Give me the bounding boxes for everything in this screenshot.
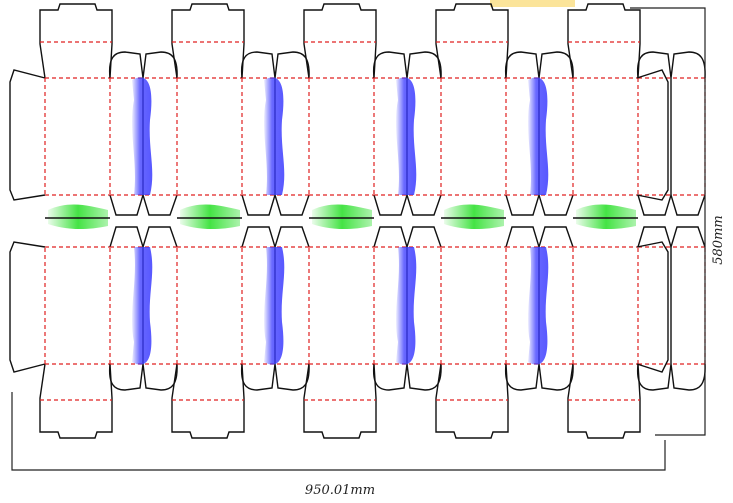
bottom-flap	[505, 226, 574, 250]
side-flap	[9, 69, 46, 201]
top-row	[9, 3, 706, 230]
dust-flap	[108, 51, 178, 79]
glue-strip	[576, 204, 636, 230]
dust-flap	[240, 363, 310, 391]
tuck-flap	[567, 3, 641, 79]
fold-line	[242, 77, 310, 196]
dust-flap	[504, 363, 574, 391]
fold-line	[436, 246, 508, 401]
fold-line	[172, 246, 244, 401]
bottom-flap	[637, 192, 706, 216]
sticky-note	[490, 0, 575, 7]
tuck-flap	[567, 363, 641, 439]
fold-line	[304, 246, 376, 401]
tuck-flap	[171, 363, 245, 439]
fold-line	[110, 77, 178, 196]
bottom-flap	[505, 192, 574, 216]
glue-area	[396, 247, 417, 365]
fold-line	[40, 246, 112, 401]
dust-flap	[372, 51, 442, 79]
glue-area	[264, 247, 285, 365]
fold-line	[242, 246, 310, 365]
fold-line	[110, 246, 178, 365]
layout	[9, 3, 706, 439]
dust-flap	[240, 51, 310, 79]
width-dimension-line	[11, 392, 666, 471]
bottom-flap	[109, 226, 178, 250]
glue-area	[132, 77, 153, 195]
fold-line	[568, 41, 640, 196]
side-flap	[636, 241, 669, 373]
bottom-flap	[241, 192, 310, 216]
side-flap	[9, 241, 46, 373]
tuck-flap	[171, 3, 245, 79]
fold-line	[374, 246, 442, 365]
bottom-flap	[241, 226, 310, 250]
fold-line	[436, 41, 508, 196]
tuck-flap	[39, 3, 113, 79]
fold-line	[506, 77, 574, 196]
glue-strip	[180, 204, 240, 230]
glue-strip	[444, 204, 504, 230]
glue-area	[132, 247, 153, 365]
glue-area	[396, 77, 417, 195]
dust-flap	[504, 51, 574, 79]
fold-line	[304, 41, 376, 196]
bottom-flap	[373, 226, 442, 250]
glue-area	[528, 247, 549, 365]
glue-strip	[312, 204, 372, 230]
height-label: 580mm	[711, 215, 726, 264]
width-label: 950.01mm	[305, 483, 375, 498]
tuck-flap	[435, 363, 509, 439]
fold-line	[568, 246, 640, 401]
bottom-flap	[109, 192, 178, 216]
tuck-flap	[435, 3, 509, 79]
bottom-flap	[637, 226, 706, 250]
glue-strip	[48, 204, 108, 230]
fold-line	[374, 77, 442, 196]
tuck-flap	[303, 363, 377, 439]
fold-line	[40, 41, 112, 196]
glue-area	[528, 77, 549, 195]
tuck-flap	[39, 363, 113, 439]
tuck-flap	[303, 3, 377, 79]
fold-line	[172, 41, 244, 196]
height-dimension-line	[630, 7, 706, 436]
glue-area	[264, 77, 285, 195]
bottom-row	[9, 226, 706, 439]
dust-flap	[108, 363, 178, 391]
fold-line	[506, 246, 574, 365]
side-flap	[636, 69, 669, 201]
dust-flap	[372, 363, 442, 391]
bottom-flap	[373, 192, 442, 216]
